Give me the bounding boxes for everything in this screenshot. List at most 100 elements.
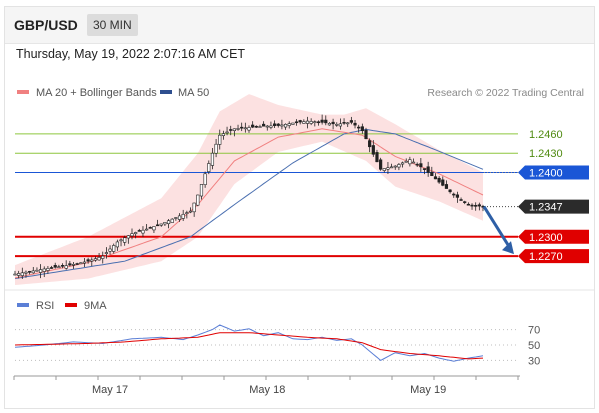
candle-body	[324, 119, 328, 124]
forecast-arrow-head	[502, 241, 514, 255]
candle-body	[196, 194, 200, 206]
candle-body	[188, 210, 193, 213]
candle-body	[265, 125, 269, 128]
candle-body	[68, 263, 72, 266]
candle-body	[251, 124, 255, 128]
candle-body	[342, 122, 346, 124]
rsi-levels: 70 50 30	[15, 325, 540, 367]
ma50-line	[14, 128, 484, 280]
candle-body	[441, 179, 445, 186]
candle-body	[225, 131, 229, 134]
currency-pair-title: GBP/USD	[14, 17, 78, 33]
candle-body	[419, 163, 423, 168]
ma9-legend-label: 9MA	[84, 300, 107, 312]
chart-header: GBP/USD 30 MIN	[5, 7, 594, 44]
candle-body	[71, 263, 76, 266]
candle-body	[331, 121, 335, 125]
candle-body	[309, 121, 313, 124]
candle-body	[108, 248, 112, 252]
candle-body	[404, 160, 408, 163]
forecast-arrow-shaft	[482, 205, 512, 249]
candle-body	[159, 223, 163, 226]
candle-body	[28, 271, 32, 273]
candle-body	[463, 201, 467, 203]
candle-body	[17, 273, 21, 276]
price-level-label: 1.2430	[529, 148, 563, 160]
candle-body	[415, 163, 419, 166]
candle-body	[207, 163, 211, 172]
candle-body	[382, 168, 386, 171]
candle-body	[145, 228, 149, 231]
candle-body	[214, 143, 218, 154]
candle-body	[375, 152, 379, 163]
price-level-label: 1.2270	[529, 251, 563, 263]
candle-body	[97, 257, 101, 261]
candle-body	[455, 194, 460, 198]
copyright-text: Research © 2022 Trading Central	[427, 87, 584, 99]
price-level-labels: 1.2460 1.2430 1.2400 1.2300 1.2270 1.2347	[518, 129, 589, 264]
candle-body	[272, 123, 277, 127]
candle-body	[411, 161, 416, 164]
candle-body	[203, 173, 207, 186]
timeframe-badge[interactable]: 30 MIN	[87, 14, 138, 36]
x-axis-tick-label: May 17	[92, 384, 128, 396]
rsi-level-label: 30	[528, 355, 540, 367]
candle-body	[287, 123, 291, 126]
candle-body	[470, 204, 474, 207]
candle-body	[64, 265, 68, 269]
candle-body	[448, 189, 452, 193]
candle-body	[397, 164, 401, 168]
candle-body	[155, 224, 160, 227]
candle-body	[42, 268, 46, 272]
rsi-level-label: 70	[528, 325, 540, 337]
candle-body	[163, 222, 167, 225]
price-level-label: 1.2400	[529, 168, 563, 180]
candle-body	[302, 121, 306, 124]
current-price-label: 1.2347	[529, 202, 563, 214]
candle-body	[20, 272, 24, 276]
candle-body	[229, 129, 233, 131]
candle-body	[232, 128, 236, 132]
candle-body	[327, 123, 332, 126]
price-level-label: 1.2460	[529, 129, 563, 141]
candle-body	[166, 220, 171, 225]
candle-body	[75, 263, 79, 265]
candle-body	[433, 176, 438, 180]
candle-body	[221, 133, 226, 136]
chart-datetime: Thursday, May 19, 2022 2:07:16 AM CET	[16, 47, 246, 61]
candle-body	[335, 123, 339, 126]
candle-body	[174, 217, 178, 219]
candle-body	[474, 205, 478, 207]
candle-body	[104, 252, 109, 254]
candle-body	[35, 269, 39, 272]
candle-body	[349, 120, 353, 123]
price-level-label: 1.2300	[529, 232, 563, 244]
ma9-line	[14, 332, 484, 360]
candle-body	[466, 203, 470, 206]
candle-body	[294, 121, 299, 124]
candle-body	[90, 259, 94, 262]
candle-body	[86, 259, 90, 262]
rsi-level-label: 50	[528, 340, 540, 352]
ma50-legend-label: MA 50	[178, 87, 209, 99]
candle-body	[115, 241, 119, 248]
candle-body	[393, 165, 397, 168]
candle-body	[112, 245, 116, 252]
candle-body	[240, 126, 244, 129]
candle-body	[199, 184, 204, 197]
candle-body	[101, 255, 105, 259]
candle-body	[177, 215, 182, 220]
rsi-legend-label: RSI	[36, 300, 54, 312]
candle-body	[170, 218, 174, 223]
candle-body	[389, 166, 394, 169]
candle-body	[49, 267, 54, 269]
candle-body	[316, 121, 321, 124]
x-axis-tick-label: May 19	[410, 384, 446, 396]
x-axis: May 17 May 18 May 19	[13, 375, 520, 396]
price-level-tag	[518, 229, 589, 244]
chart-card: GBP/USD 30 MIN Thursday, May 19, 2022 2:…	[4, 6, 595, 409]
candle-body	[82, 261, 87, 264]
candle-body	[400, 162, 405, 165]
candle-body	[280, 124, 284, 127]
